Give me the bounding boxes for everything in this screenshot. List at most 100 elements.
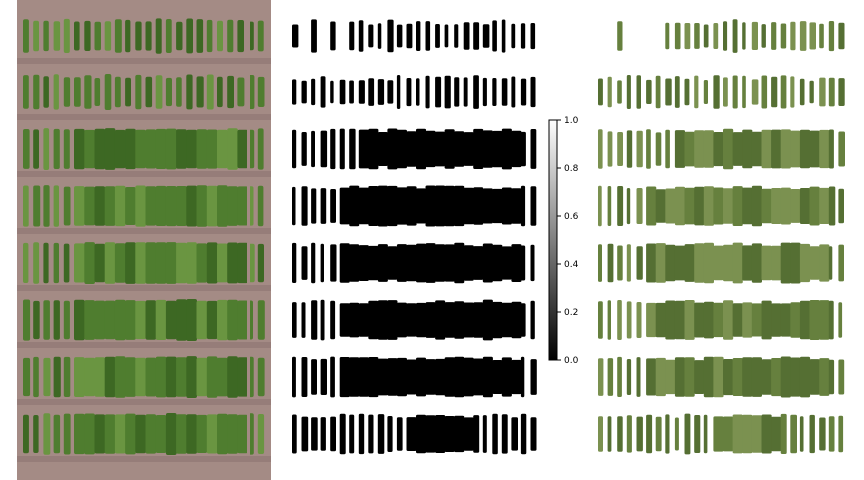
mask-blob: [358, 413, 365, 455]
mask-blob: [520, 356, 525, 398]
masked-plant-blob: [617, 300, 622, 340]
masked-plant-blob: [636, 188, 643, 224]
masked-plant-blob: [665, 300, 676, 340]
masked-plant-blob: [694, 302, 705, 338]
mask-blob: [444, 244, 455, 282]
masked-plant-blob: [636, 130, 643, 168]
masked-plant-blob: [684, 413, 691, 455]
masked-plant-blob: [694, 243, 705, 283]
masked-plant-blob: [674, 186, 686, 226]
plant-plot: [186, 414, 197, 454]
masked-plant-blob: [674, 130, 686, 168]
plant-plot: [206, 19, 213, 53]
plant-plot: [237, 77, 245, 107]
plant-plot: [135, 129, 146, 169]
masked-plant-blob: [761, 300, 772, 340]
soil-furrow: [17, 228, 271, 234]
plant-plot: [196, 414, 208, 453]
plant-plot: [43, 20, 49, 52]
plot-row: [23, 412, 265, 456]
masked-plant-blob: [819, 129, 830, 169]
plant-plot: [114, 243, 126, 283]
masked-plant-blob: [828, 359, 835, 395]
mask-blob: [292, 414, 297, 454]
mask-blob: [444, 416, 455, 452]
plot-gap: [247, 127, 250, 171]
mask-blob: [358, 20, 364, 52]
masked-plant-blob: [684, 300, 695, 340]
plant-plot: [53, 300, 60, 340]
plant-plot: [33, 242, 40, 284]
plant-plot: [165, 77, 172, 107]
masked-plant-blob: [838, 415, 844, 453]
mask-blob: [530, 300, 535, 340]
mask-blob: [358, 129, 369, 169]
masked-plant-blob: [598, 78, 603, 106]
masked-plant-blob: [799, 188, 811, 224]
masked-plant-blob: [617, 186, 624, 226]
plant-plot: [43, 357, 51, 397]
masked-plant-blob: [703, 414, 708, 454]
masked-plant-blob: [723, 128, 734, 170]
plant-plot: [155, 299, 167, 340]
mask-blob: [406, 417, 417, 451]
plant-plot: [186, 299, 197, 341]
masked-plant-blob: [732, 242, 743, 284]
masked-plant-blob: [617, 132, 623, 166]
mask-blob: [425, 185, 436, 227]
plant-plot: [135, 414, 146, 454]
masked-plant-blob: [780, 413, 787, 454]
mask-blob: [501, 414, 508, 454]
plot-row: [23, 298, 265, 342]
mask-blob: [368, 245, 379, 281]
colorbar-tick-label: 0.8: [564, 164, 579, 174]
mask-blob: [311, 19, 317, 53]
mask-blob: [511, 188, 522, 224]
mask-blob: [492, 130, 503, 168]
masked-plant-blob: [598, 358, 604, 396]
mask-blob: [406, 23, 413, 49]
mask-blob: [454, 131, 465, 167]
plant-plot: [74, 243, 85, 283]
mask-blob: [311, 300, 318, 340]
plant-plot: [43, 242, 49, 284]
mask-blob: [530, 359, 537, 395]
mask-blob: [301, 416, 309, 452]
masked-plant-blob: [838, 131, 845, 167]
plant-plot: [186, 356, 197, 398]
mask-blob: [435, 244, 446, 282]
mask-blob: [473, 75, 479, 109]
mask-blob: [311, 242, 316, 284]
mask-blob: [330, 21, 336, 51]
plant-plot: [74, 357, 85, 397]
soil-furrow: [17, 456, 271, 462]
mask-blob: [473, 246, 484, 280]
masked-plant-blob: [646, 414, 653, 454]
plant-plot: [217, 76, 223, 108]
plant-plot: [155, 185, 167, 226]
plant-plot: [145, 129, 157, 169]
masked-plant-blob: [703, 356, 714, 398]
plant-plot: [196, 243, 208, 283]
mask-blob: [358, 303, 369, 337]
soil-furrow: [17, 171, 271, 177]
masked-plant-blob: [790, 76, 795, 108]
masked-plant-blob: [771, 358, 782, 397]
mask-blob: [492, 301, 503, 339]
mask-blob: [387, 80, 394, 104]
mask-blob: [520, 245, 526, 281]
masked-plant-blob: [742, 302, 753, 338]
mask-blob: [368, 24, 374, 48]
plant-plot: [84, 20, 91, 51]
mask-blob: [368, 78, 375, 106]
masked-plant-blob: [617, 416, 623, 452]
masked-plant-blob: [732, 358, 743, 396]
mask-blob: [444, 129, 455, 169]
masked-plant-blob: [694, 360, 705, 394]
mask-blob: [520, 131, 526, 167]
masked-plant-blob: [713, 132, 724, 167]
masked-plant-blob: [799, 300, 811, 340]
plant-plot: [94, 414, 106, 454]
masked-plant-blob: [665, 129, 670, 169]
masked-plant-blob: [723, 21, 728, 51]
